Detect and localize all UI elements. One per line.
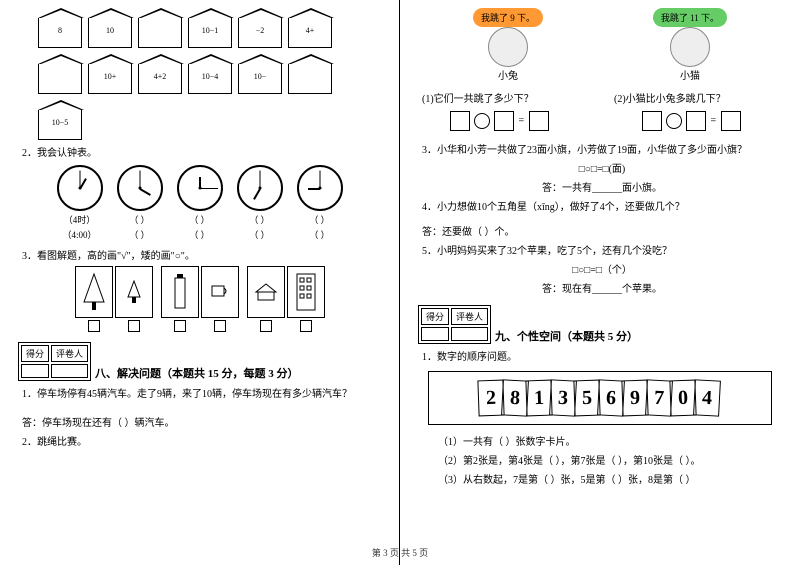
q9-s2: （2）第2张是，第4张是（ ），第7张是（ ），第10张是（ ）。: [438, 452, 782, 467]
house-item: 10−5: [38, 110, 82, 140]
house-small-icon: [247, 266, 285, 318]
equation-1[interactable]: =: [448, 111, 590, 131]
answer-box[interactable]: [174, 320, 186, 332]
house-item: 10−1: [188, 18, 232, 48]
jump-rope-scene: 我跳了 9 下。 小兔 我跳了 11 下。 小猫: [418, 8, 782, 82]
score-table: 得分评卷人: [418, 305, 491, 344]
score-table: 得分评卷人: [18, 342, 91, 381]
thermos-icon: [161, 266, 199, 318]
rabbit-icon: [488, 27, 528, 67]
q9-s1: （1）一共有（ ）张数字卡片。: [438, 433, 782, 448]
house-item: 4+2: [138, 64, 182, 94]
q5-eq: □○□=□（个）: [422, 261, 782, 276]
score-label: 得分: [421, 308, 449, 325]
q5: 5．小明妈妈买来了32个苹果，吃了5个，还有几个没吃？: [422, 242, 782, 257]
clock-label: （4时）: [57, 213, 103, 226]
page-footer: 第 3 页 共 5 页: [0, 546, 800, 559]
tree-tall-icon: [75, 266, 113, 318]
q4: 4．小力想做10个五角星（xīng），做好了4个，还要做几个？: [422, 198, 782, 213]
answer-box[interactable]: [88, 320, 100, 332]
q8-1: 1．停车场停有45辆汽车。走了9辆，来了10辆，停车场现在有多少辆汽车？: [22, 385, 381, 400]
clock-item: （ ） （ ）: [237, 165, 283, 241]
q3-label: 3．看图解题，高的画"√"，矮的画"○"。: [22, 247, 381, 262]
house-item: 10−4: [188, 64, 232, 94]
clock-item: （ ） （ ）: [177, 165, 223, 241]
q8-1-answer: 答：停车场现在还有（ ）辆汽车。: [22, 414, 381, 429]
q8-2: 2．跳绳比赛。: [22, 433, 381, 448]
clock-label: （ ）: [237, 213, 283, 226]
cat-icon: [670, 27, 710, 67]
answer-box[interactable]: [300, 320, 312, 332]
tree-short-icon: [115, 266, 153, 318]
sub-q1: (1)它们一共跳了多少下？: [422, 90, 590, 105]
score-label: 得分: [21, 345, 49, 362]
card: 4: [693, 379, 721, 416]
compare-pairs: [18, 266, 381, 332]
clock-item: （ ） （ ）: [117, 165, 163, 241]
q5-ans: 答：现在有______个苹果。: [422, 280, 782, 295]
section-8-header: 得分评卷人 八、解决问题（本题共 15 分，每题 3 分）: [18, 342, 381, 381]
answer-box[interactable]: [214, 320, 226, 332]
q4-ans: 答：还要做（ ）个。: [422, 223, 782, 238]
cup-icon: [201, 266, 239, 318]
house-item: [38, 64, 82, 94]
clock-label: （ ）: [297, 213, 343, 226]
grader-label: 评卷人: [51, 345, 88, 362]
q2-label: 2．我会认钟表。: [22, 144, 381, 159]
house-item: 10−: [238, 64, 282, 94]
q3-ans: 答：一共有______面小旗。: [422, 179, 782, 194]
clock-label: （4:00）: [57, 228, 103, 241]
house-item: −2: [238, 18, 282, 48]
building-icon: [287, 266, 325, 318]
cat-bubble: 我跳了 11 下。: [653, 8, 727, 27]
rabbit-bubble: 我跳了 9 下。: [473, 8, 543, 27]
clocks-row: （4时） （4:00） （ ） （ ） （ ） （ ） （ ） （ ） （ ） …: [18, 165, 381, 241]
clock-label: （ ）: [117, 228, 163, 241]
house-item: [288, 64, 332, 94]
clock-label: （ ）: [237, 228, 283, 241]
q9-s3: （3）从右数起，7是第（ ）张，5是第（ ）张，8是第（ ）: [438, 471, 782, 486]
house-item: 10: [88, 18, 132, 48]
house-item: 4+: [288, 18, 332, 48]
section-9-title: 九、个性空间（本题共 5 分）: [495, 328, 638, 344]
grader-label: 评卷人: [451, 308, 488, 325]
answer-box[interactable]: [260, 320, 272, 332]
sub-questions: (1)它们一共跳了多少下？ = (2)小猫比小兔多跳几下？ =: [418, 86, 782, 137]
house-item: 10+: [88, 64, 132, 94]
cat-label: 小猫: [680, 71, 700, 82]
pair: [161, 266, 239, 332]
q3: 3．小华和小芳一共做了23面小旗，小芳做了19面，小华做了多少面小旗？: [422, 141, 782, 156]
left-column: 8 10 10−1 −2 4+ 10+ 4+2 10−4 10− 10−5 2．…: [0, 0, 400, 565]
number-cards: 2 8 1 3 5 6 9 7 0 4: [428, 371, 772, 425]
right-column: 我跳了 9 下。 小兔 我跳了 11 下。 小猫 (1)它们一共跳了多少下？ =…: [400, 0, 800, 565]
pair: [247, 266, 325, 332]
clock-item: （ ） （ ）: [297, 165, 343, 241]
number-houses: 8 10 10−1 −2 4+ 10+ 4+2 10−4 10− 10−5: [18, 8, 381, 140]
equation-2[interactable]: =: [640, 111, 782, 131]
section-8-title: 八、解决问题（本题共 15 分，每题 3 分）: [95, 365, 299, 381]
answer-box[interactable]: [128, 320, 140, 332]
clock-label: （ ）: [177, 213, 223, 226]
clock-item: （4时） （4:00）: [57, 165, 103, 241]
clock-label: （ ）: [297, 228, 343, 241]
house-item: 8: [38, 18, 82, 48]
clock-label: （ ）: [117, 213, 163, 226]
pair: [75, 266, 153, 332]
q3-eq: □○□=□(面): [422, 160, 782, 175]
rabbit-label: 小兔: [498, 71, 518, 82]
q9-1: 1．数字的顺序问题。: [422, 348, 782, 363]
clock-label: （ ）: [177, 228, 223, 241]
section-9-header: 得分评卷人 九、个性空间（本题共 5 分）: [418, 305, 782, 344]
sub-q2: (2)小猫比小兔多跳几下？: [614, 90, 782, 105]
house-item: [138, 18, 182, 48]
